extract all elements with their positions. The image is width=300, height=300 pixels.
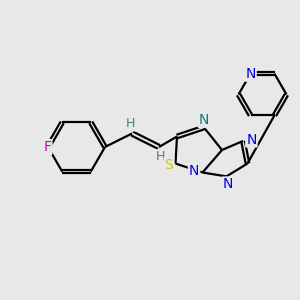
Text: N: N <box>199 113 209 127</box>
Text: F: F <box>44 140 51 154</box>
Text: N: N <box>246 133 256 146</box>
Text: N: N <box>245 67 256 81</box>
Text: N: N <box>189 164 199 178</box>
Text: H: H <box>156 150 165 163</box>
Text: N: N <box>223 178 233 191</box>
Text: S: S <box>164 158 173 172</box>
Text: H: H <box>126 117 135 130</box>
